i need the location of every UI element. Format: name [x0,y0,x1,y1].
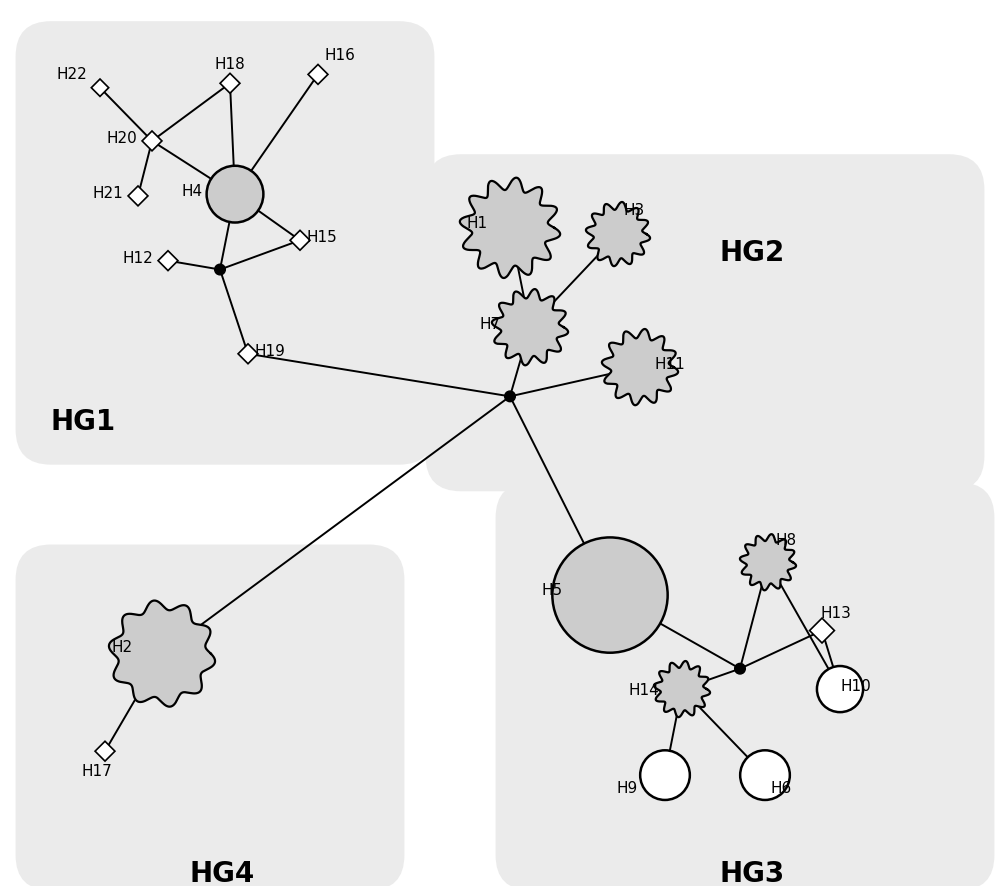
Circle shape [505,392,515,402]
Circle shape [817,666,863,712]
Text: H12: H12 [123,251,153,265]
Circle shape [552,538,668,653]
Text: H6: H6 [770,781,792,795]
Text: H20: H20 [107,131,137,145]
Polygon shape [586,203,650,267]
Polygon shape [91,80,109,97]
FancyBboxPatch shape [426,155,984,492]
Text: H5: H5 [541,583,563,597]
Text: H7: H7 [479,317,501,331]
Text: H9: H9 [616,781,638,795]
Text: H18: H18 [215,58,245,72]
Polygon shape [95,742,115,761]
Polygon shape [142,132,162,152]
Circle shape [207,167,263,223]
Text: H16: H16 [325,49,355,63]
Text: HG1: HG1 [50,408,115,436]
FancyBboxPatch shape [16,545,404,886]
Polygon shape [308,66,328,85]
Circle shape [740,750,790,800]
Text: H1: H1 [466,216,488,230]
Text: HG4: HG4 [190,859,255,886]
Circle shape [640,750,690,800]
Text: H2: H2 [111,640,133,654]
Text: H4: H4 [181,184,203,198]
FancyBboxPatch shape [496,483,994,886]
Text: H10: H10 [841,679,871,693]
Polygon shape [460,178,560,279]
Text: HG3: HG3 [720,859,785,886]
Text: H3: H3 [623,203,645,217]
Text: H19: H19 [255,344,285,358]
Polygon shape [220,74,240,94]
Text: HG2: HG2 [720,239,785,268]
Polygon shape [109,601,215,707]
Text: H17: H17 [82,764,112,778]
FancyBboxPatch shape [16,22,434,465]
Text: H8: H8 [775,532,797,547]
Polygon shape [654,661,710,718]
Text: H15: H15 [307,230,337,245]
Polygon shape [238,345,258,364]
Polygon shape [602,330,678,406]
Text: H21: H21 [93,186,123,200]
Text: H14: H14 [629,682,659,696]
Polygon shape [810,618,834,643]
Text: H13: H13 [821,606,851,620]
Polygon shape [492,290,568,366]
Circle shape [215,265,225,276]
Circle shape [735,664,745,674]
Text: H11: H11 [655,357,685,371]
Text: H22: H22 [57,67,87,82]
Polygon shape [740,534,796,591]
Polygon shape [128,187,148,206]
Polygon shape [158,252,178,271]
Polygon shape [290,231,310,251]
